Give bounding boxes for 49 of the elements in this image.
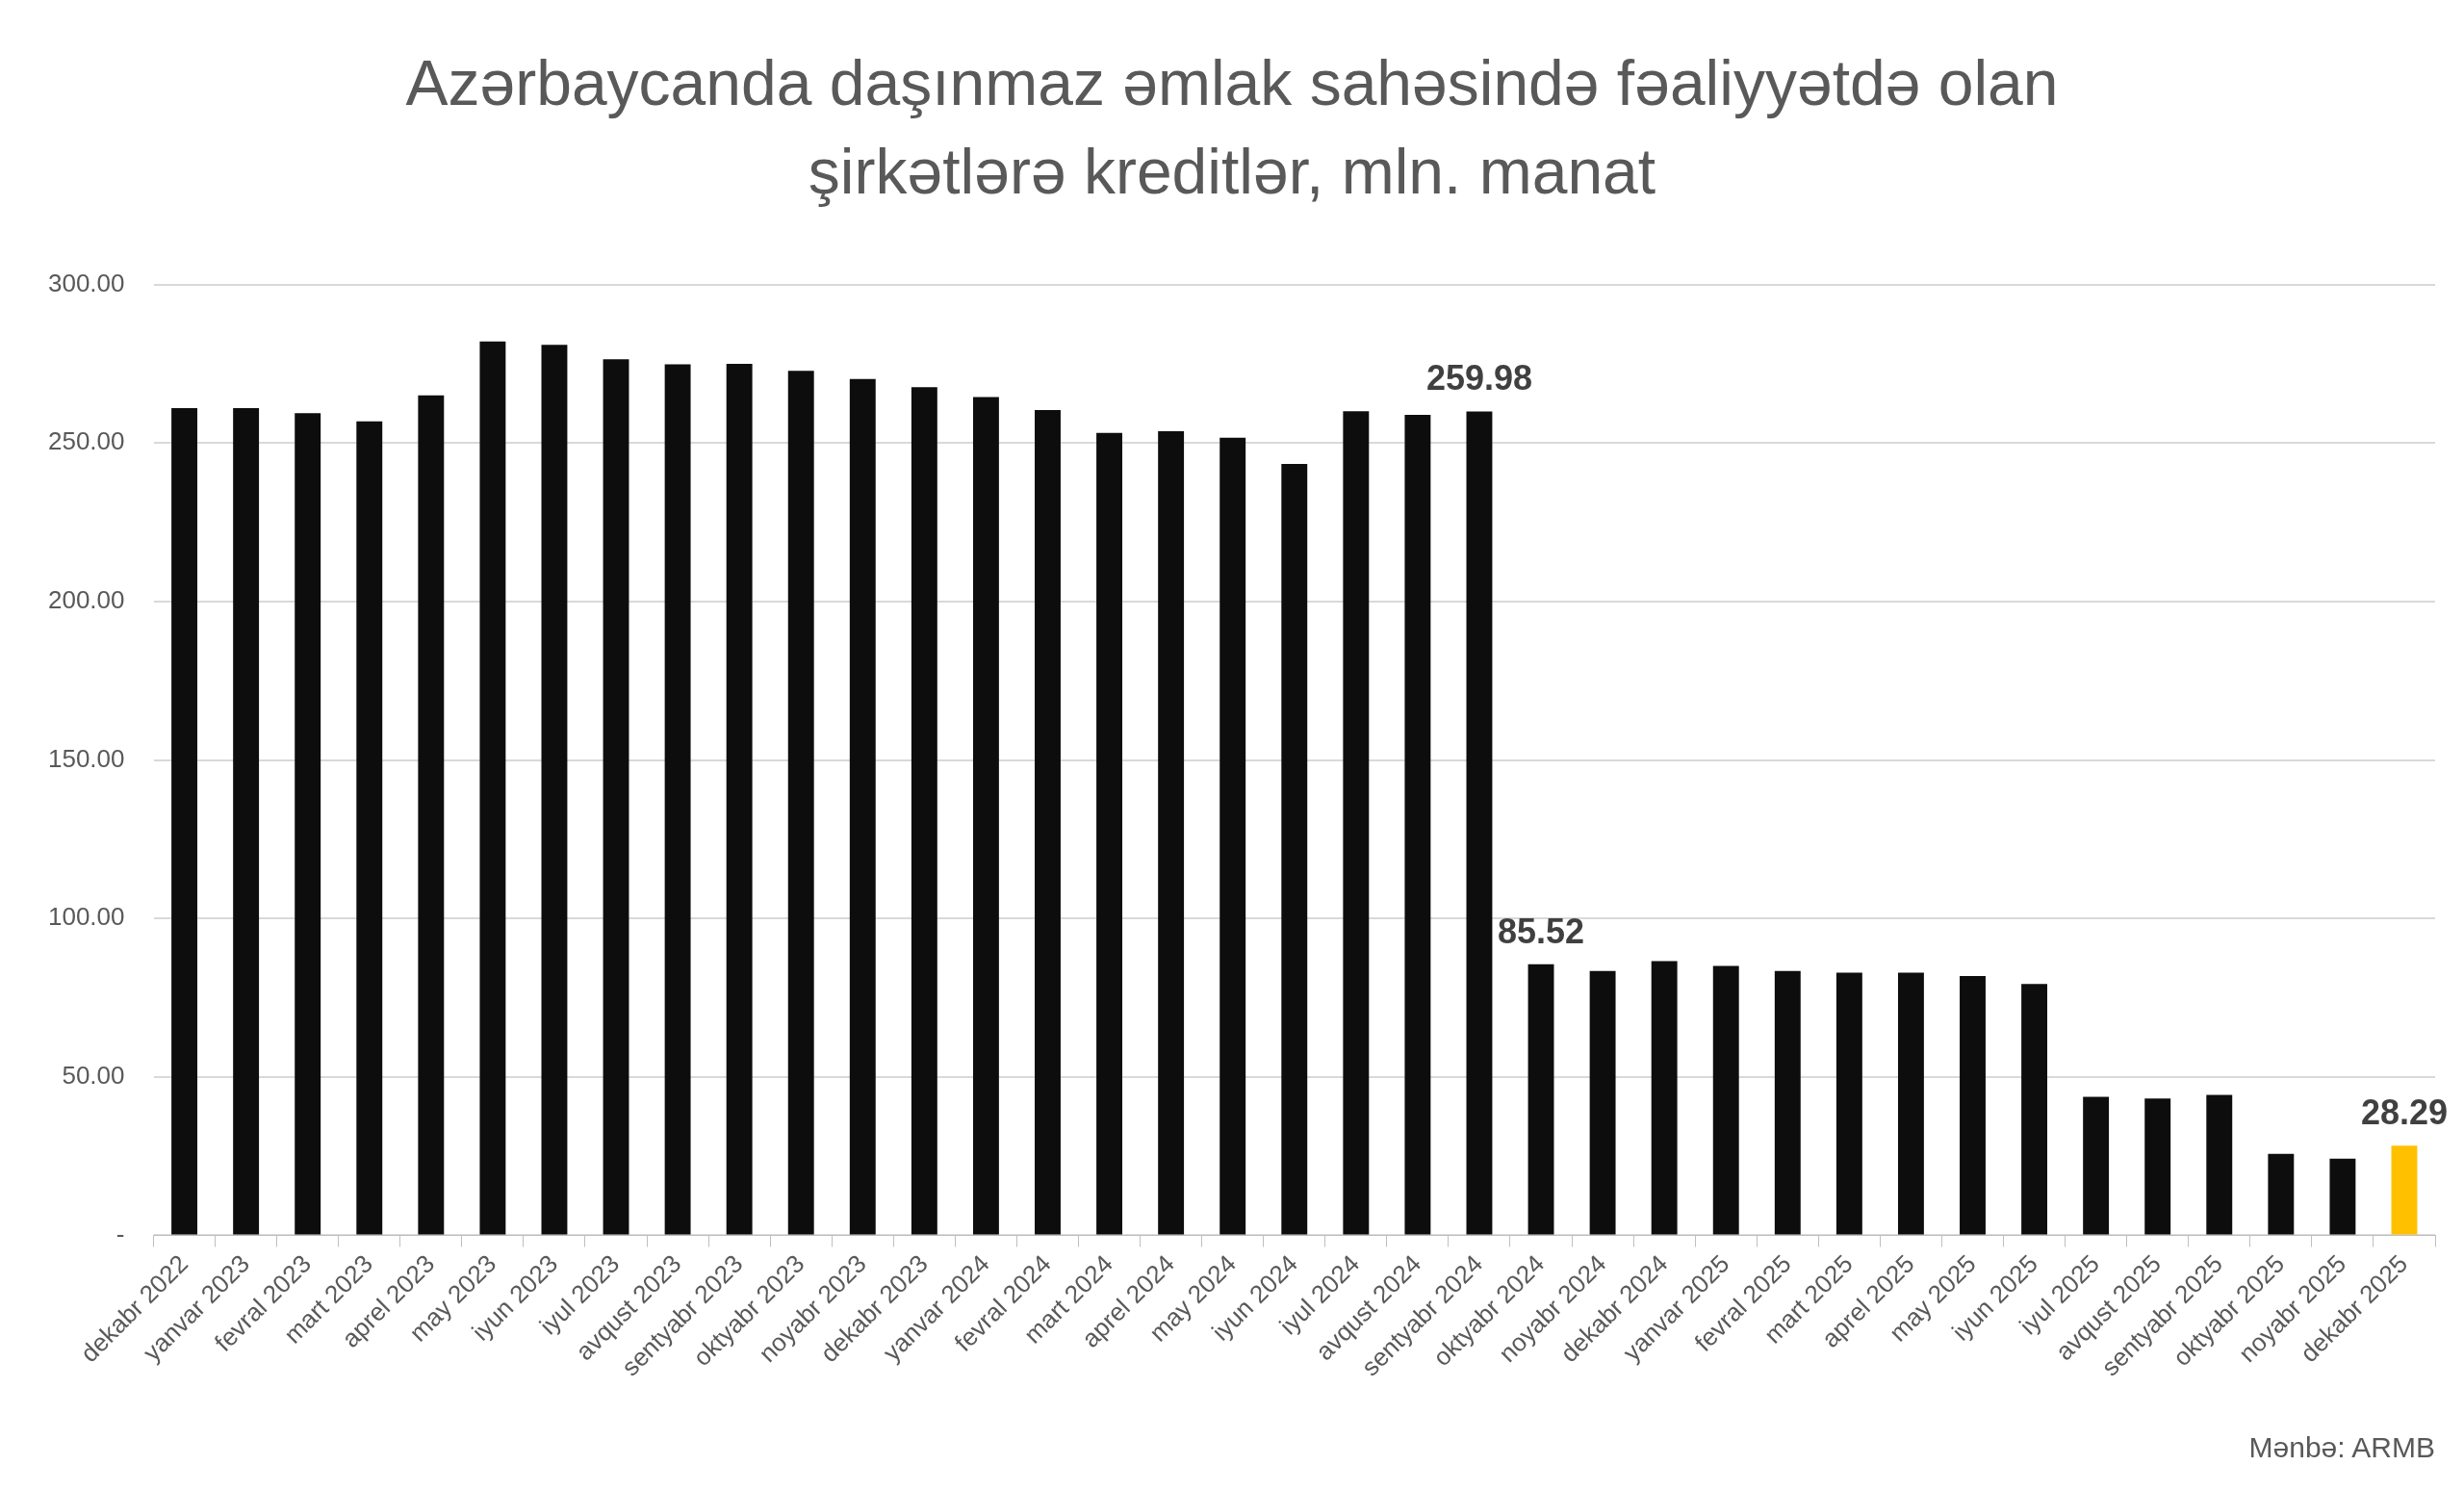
bar (2144, 1098, 2171, 1235)
bar (2021, 984, 2048, 1235)
bar (1035, 409, 1061, 1235)
bar (1897, 972, 1924, 1235)
bar (1096, 432, 1123, 1235)
bar (295, 413, 321, 1235)
bar (787, 371, 814, 1235)
bar (541, 345, 568, 1235)
bar (1219, 437, 1246, 1235)
bar (2206, 1094, 2233, 1235)
bar (1960, 976, 1986, 1235)
data-label: 259.98 (1425, 358, 1533, 398)
bar (2268, 1153, 2295, 1235)
data-label: 85.52 (1497, 911, 1585, 951)
bar (1774, 970, 1801, 1235)
bar (1712, 965, 1739, 1235)
bar (1527, 964, 1554, 1235)
bar (2391, 1145, 2418, 1235)
bar (479, 341, 506, 1235)
bar (726, 363, 753, 1235)
y-tick-label: 300.00 (47, 268, 125, 297)
y-tick-label: 150.00 (47, 743, 125, 773)
bar (1589, 970, 1616, 1235)
bar (1158, 431, 1185, 1235)
y-tick-label: 100.00 (47, 902, 125, 932)
bar (171, 408, 198, 1235)
bar (1835, 972, 1862, 1235)
bar (1343, 411, 1370, 1235)
bar (1466, 411, 1493, 1235)
y-tick-label: - (116, 1219, 125, 1248)
bar (911, 387, 937, 1235)
bar (356, 421, 383, 1235)
y-tick-label: 50.00 (62, 1060, 125, 1090)
bar (849, 378, 876, 1235)
y-tick-label: 250.00 (47, 426, 125, 456)
bar (972, 397, 999, 1235)
bar (1651, 961, 1678, 1235)
text: Mənbə: ARMB (2248, 1431, 2435, 1464)
bar (2083, 1096, 2110, 1235)
bar (664, 364, 691, 1235)
bar (2329, 1158, 2356, 1235)
bar (233, 408, 260, 1235)
bar (603, 359, 629, 1235)
bar (418, 395, 445, 1235)
y-tick-label: 200.00 (47, 585, 125, 615)
bar (1281, 463, 1308, 1235)
data-label: 28.29 (2360, 1093, 2449, 1133)
bar (1404, 414, 1431, 1235)
chart-title: Azərbaycanda daşınmaz əmlak sahəsində fəaliyyətdə olan şirkətlərə kreditlər, mln. manat (404, 46, 2060, 209)
